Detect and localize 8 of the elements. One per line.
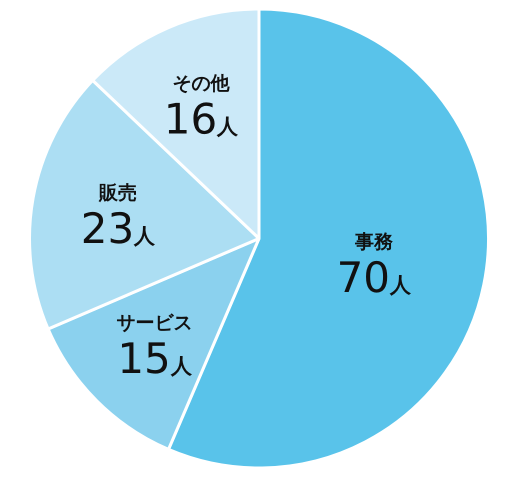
data-label: 70人 xyxy=(336,253,412,302)
data-label: 15人 xyxy=(117,334,193,383)
slice-label: 事務 xyxy=(354,231,393,254)
data-label: 23人 xyxy=(80,204,156,254)
slice-label: サービス xyxy=(116,312,193,334)
data-label: 16人 xyxy=(164,94,240,144)
slice-label: 販売 xyxy=(98,182,137,204)
slice-label: その他 xyxy=(172,72,230,94)
